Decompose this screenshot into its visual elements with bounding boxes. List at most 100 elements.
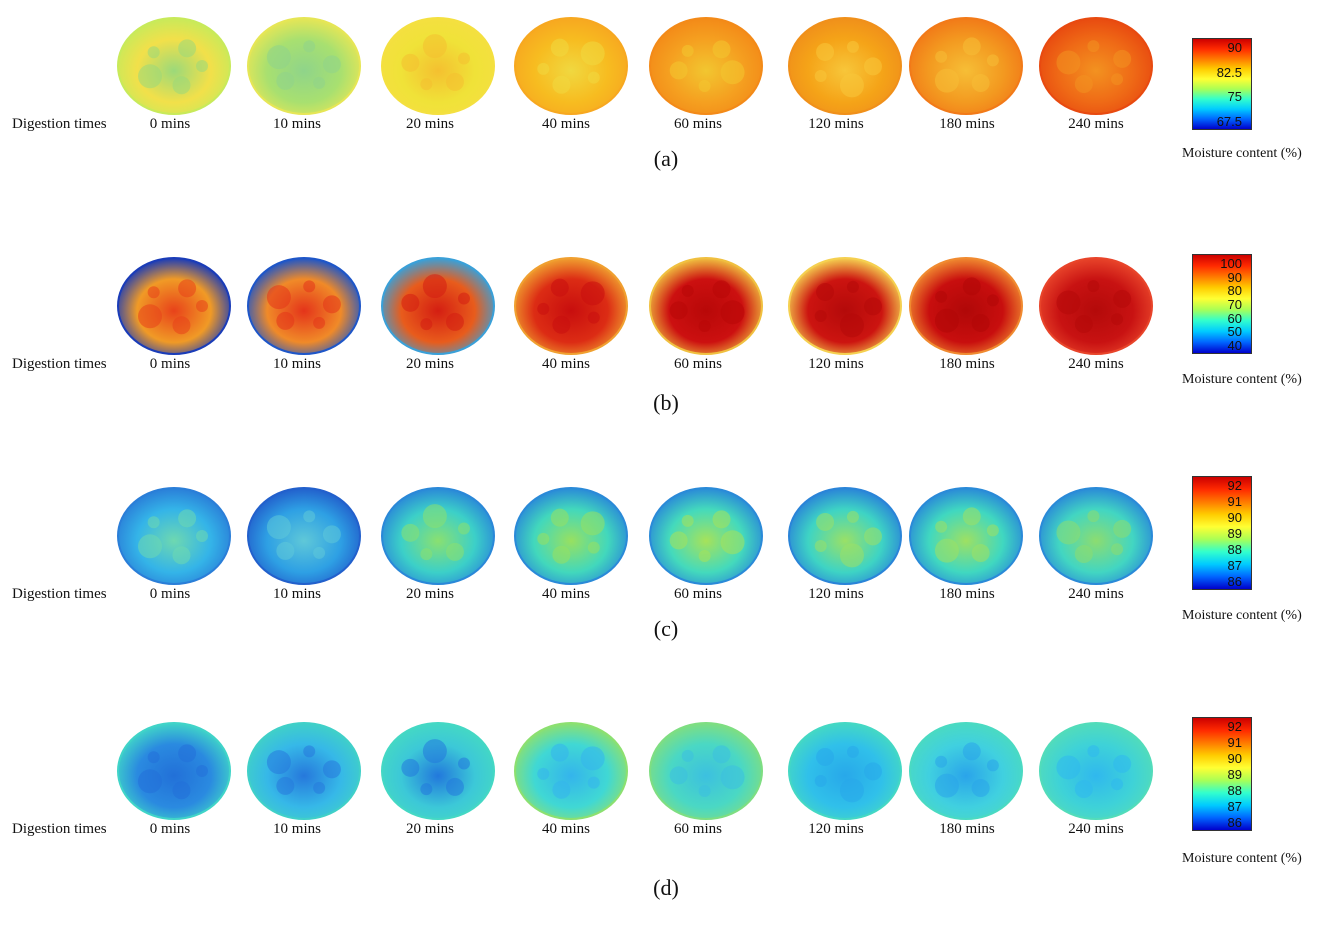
sample-image <box>513 256 629 356</box>
panel-a: Digestion times 0 mins 10 mins 20 mins 40 mi… <box>0 0 1332 226</box>
sample-image <box>513 486 629 586</box>
colorbar-tick-label: 89 <box>1227 767 1242 782</box>
colorbar-tick-label: 90 <box>1227 269 1242 285</box>
colorbar-tick-label: 90 <box>1227 751 1242 766</box>
sample-image <box>648 16 764 116</box>
colorbar-title: Moisture content (%) <box>1182 851 1302 866</box>
sample-image <box>908 486 1024 586</box>
time-label: 240 mins <box>1068 586 1124 602</box>
sample-image <box>1038 721 1154 821</box>
sample-image <box>908 256 1024 356</box>
time-label: 180 mins <box>939 821 995 837</box>
colorbar-tick-label: 60 <box>1227 310 1242 326</box>
panel-letter: (c) <box>653 616 679 641</box>
time-label: 20 mins <box>406 116 454 132</box>
panel-letter: (a) <box>653 146 679 171</box>
time-label: 0 mins <box>149 586 191 602</box>
sample-image <box>787 16 903 116</box>
sample-image <box>648 256 764 356</box>
colorbar-tick-label: 91 <box>1227 735 1242 750</box>
time-label: 60 mins <box>674 586 722 602</box>
colorbar-tick-label: 87 <box>1227 558 1242 573</box>
panel-d: Digestion times 0 mins 10 mins 20 mins 40 mi… <box>0 705 1332 931</box>
sample-image <box>1038 16 1154 116</box>
time-label: 20 mins <box>406 356 454 372</box>
time-label: 60 mins <box>674 116 722 132</box>
colorbar-tick-label: 92 <box>1227 478 1242 493</box>
colorbar-tick-label: 88 <box>1227 542 1242 557</box>
time-label: 10 mins <box>273 116 321 132</box>
colorbar-tick-label: 87 <box>1227 799 1242 814</box>
panel-letter: (b) <box>653 390 679 415</box>
colorbar-tick-label: 50 <box>1227 324 1242 340</box>
colorbar-tick-label: 90 <box>1227 510 1242 525</box>
sample-image <box>116 721 232 821</box>
time-label: 0 mins <box>149 821 191 837</box>
colorbar-title: Moisture content (%) <box>1182 146 1302 161</box>
sample-image <box>380 256 496 356</box>
colorbar-tick-label: 100 <box>1220 256 1242 271</box>
sample-image <box>908 721 1024 821</box>
time-label: 40 mins <box>542 586 590 602</box>
sample-image <box>246 16 362 116</box>
time-label: 20 mins <box>406 586 454 602</box>
sample-image <box>513 721 629 821</box>
time-label: 180 mins <box>939 356 995 372</box>
time-label: 20 mins <box>406 821 454 837</box>
panel-c: Digestion times 0 mins 10 mins 20 mins 40 mi… <box>0 470 1332 696</box>
colorbar-title: Moisture content (%) <box>1182 608 1302 623</box>
row-label: Digestion times <box>12 116 107 132</box>
time-label: 0 mins <box>149 356 191 372</box>
time-label: 60 mins <box>674 821 722 837</box>
sample-image <box>513 16 629 116</box>
panel-letter: (d) <box>653 875 679 900</box>
time-label: 0 mins <box>149 116 191 132</box>
colorbar-tick-label: 67.5 <box>1216 114 1242 129</box>
time-label: 40 mins <box>542 821 590 837</box>
time-label: 10 mins <box>273 586 321 602</box>
colorbar-title: Moisture content (%) <box>1182 372 1302 387</box>
panel-b: Digestion times 0 mins 10 mins 20 mins 40 mi… <box>0 240 1332 466</box>
colorbar <box>1192 254 1252 354</box>
row-label: Digestion times <box>12 821 107 837</box>
sample-image <box>1038 256 1154 356</box>
colorbar-tick-label: 89 <box>1227 526 1242 541</box>
sample-image <box>246 486 362 586</box>
sample-image <box>380 486 496 586</box>
row-label: Digestion times <box>12 586 107 602</box>
time-label: 120 mins <box>808 116 864 132</box>
sample-image <box>246 721 362 821</box>
sample-image <box>908 16 1024 116</box>
time-label: 60 mins <box>674 356 722 372</box>
colorbar-tick-label: 80 <box>1227 283 1242 299</box>
sample-image <box>648 721 764 821</box>
sample-image <box>648 486 764 586</box>
colorbar <box>1192 476 1252 590</box>
sample-image <box>380 16 496 116</box>
colorbar-tick-label: 86 <box>1227 815 1242 830</box>
sample-image <box>1038 486 1154 586</box>
sample-image <box>787 486 903 586</box>
colorbar-tick-label: 86 <box>1227 574 1242 589</box>
sample-image <box>116 486 232 586</box>
time-label: 120 mins <box>808 586 864 602</box>
time-label: 40 mins <box>542 356 590 372</box>
colorbar-tick-label: 91 <box>1227 494 1242 509</box>
colorbar-tick-label: 88 <box>1227 783 1242 798</box>
row-label: Digestion times <box>12 356 107 372</box>
colorbar-tick-label: 90 <box>1227 40 1242 55</box>
time-label: 10 mins <box>273 821 321 837</box>
colorbar <box>1192 717 1252 831</box>
time-label: 240 mins <box>1068 356 1124 372</box>
sample-image <box>787 256 903 356</box>
time-label: 240 mins <box>1068 821 1124 837</box>
colorbar <box>1192 38 1252 130</box>
time-label: 180 mins <box>939 586 995 602</box>
time-label: 120 mins <box>808 821 864 837</box>
sample-image <box>380 721 496 821</box>
colorbar-tick-label: 70 <box>1227 297 1242 312</box>
sample-image <box>787 721 903 821</box>
sample-image <box>246 256 362 356</box>
colorbar-tick-label: 40 <box>1227 338 1242 353</box>
time-label: 180 mins <box>939 116 995 132</box>
